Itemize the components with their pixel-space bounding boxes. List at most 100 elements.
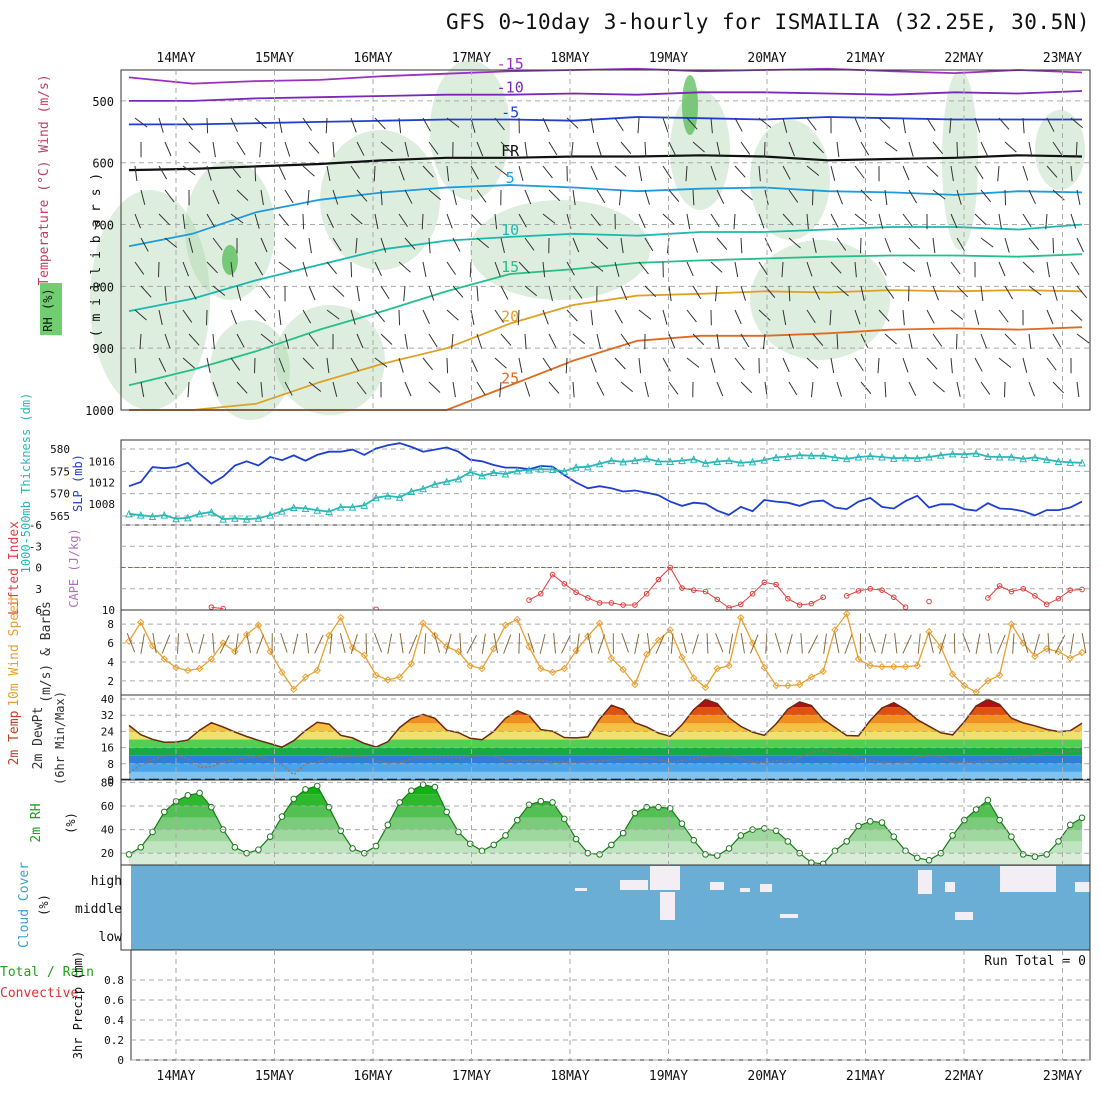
surface-wind-barb (518, 633, 521, 654)
wind-barb (950, 213, 958, 229)
wind-barb (662, 117, 669, 133)
wind-barb (692, 333, 705, 346)
date-label-top: 15MAY (255, 51, 294, 66)
wind-barb (164, 141, 172, 157)
wind-barb (1076, 285, 1088, 299)
wind-barb (638, 261, 649, 275)
wind-speed-marker (654, 636, 663, 644)
wind-barb (158, 165, 168, 180)
rh-shading (210, 320, 290, 420)
date-label-bottom: 20MAY (747, 1069, 786, 1084)
wind-barb (182, 117, 194, 131)
surface-wind-barb (503, 634, 512, 654)
wind-barb (644, 141, 647, 158)
wind-barb (1052, 285, 1058, 301)
wind-speed-marker (125, 637, 133, 645)
thickness-marker (195, 509, 204, 518)
surface-wind-barb (996, 634, 1006, 654)
surface-wind-barb (786, 633, 793, 654)
wind-barb (758, 357, 760, 374)
li-marker (643, 590, 650, 597)
rh-marker (772, 827, 780, 835)
wind-barb (302, 213, 305, 230)
surface-wind-barb (126, 633, 136, 653)
wind-barb (350, 117, 357, 133)
thickness-marker (160, 511, 169, 519)
wind-barb (260, 333, 274, 344)
wind-barb (956, 237, 966, 252)
wind-barb (758, 165, 761, 182)
wind-barb (572, 189, 576, 206)
rh-marker (784, 838, 792, 845)
li-marker (902, 604, 909, 610)
surface-wind-barb (807, 634, 818, 654)
wind-barb (692, 141, 705, 153)
rh-shading (670, 90, 730, 210)
li-tick-label: -6 (29, 519, 42, 532)
cloud-gap (1000, 866, 1056, 892)
wind-barb (134, 309, 147, 321)
thickness-marker (678, 456, 686, 465)
rh-marker (549, 799, 556, 806)
wind-barb (452, 237, 461, 252)
thickness-marker (937, 451, 945, 459)
wind-speed-marker (842, 610, 851, 618)
temp-contour-20 (129, 289, 1083, 411)
wind-barb (710, 261, 723, 273)
wind-barb (260, 189, 264, 206)
wind-barb (884, 237, 891, 253)
date-label-top: 16MAY (353, 51, 392, 66)
rh-marker (608, 841, 615, 849)
wind-barb (884, 381, 887, 398)
wind-barb (596, 237, 609, 250)
thickness-marker (901, 453, 910, 462)
wind-barb (932, 381, 945, 393)
wind-barb (302, 357, 314, 370)
wind-speed-marker (737, 613, 745, 622)
wind-barb (806, 117, 817, 131)
thickness-marker (560, 467, 569, 475)
wind-barb (1070, 357, 1072, 374)
temp-band (129, 731, 1082, 740)
slp-line (128, 442, 1083, 517)
wind-barb (158, 213, 170, 226)
wind-barb (782, 357, 790, 373)
wind-barb (566, 309, 578, 322)
wind-barb (134, 357, 137, 374)
thickness-marker (948, 449, 957, 458)
wind-barb (566, 261, 575, 276)
thickness-marker (913, 454, 922, 462)
wind-speed-marker (231, 647, 239, 656)
surface-wind-barb (493, 632, 499, 654)
cloud-gap (650, 866, 680, 890)
wind-barb (860, 141, 870, 156)
temp-tick-label: 32 (101, 709, 114, 722)
wind-barb (926, 309, 935, 324)
wind-barb (494, 213, 498, 230)
wind-barb (548, 333, 557, 348)
temp-contour-10 (128, 223, 1083, 312)
rh-axis-label: RH (%) (41, 288, 55, 331)
rh-marker (643, 803, 650, 811)
li-marker (820, 594, 826, 601)
wind-barb (614, 357, 626, 370)
wind-speed-marker (678, 653, 686, 661)
thickness-marker (536, 464, 545, 473)
wind-barb (758, 213, 765, 229)
surface-wind-barb (445, 634, 452, 654)
wind-barb (1028, 141, 1033, 158)
wind-speed-marker (595, 619, 604, 627)
wind-barb (404, 333, 408, 350)
rh-marker (1066, 821, 1074, 829)
thickness-marker (348, 502, 357, 511)
wind-speed-marker (337, 613, 345, 622)
rh-marker (878, 819, 886, 826)
wind-barb (836, 381, 842, 397)
wind-speed-marker (384, 676, 392, 684)
wind-barb (788, 333, 794, 349)
wind-barb (446, 261, 456, 275)
wind-barb (854, 357, 864, 372)
wind-barb (404, 237, 416, 250)
surface-wind-barb (459, 633, 462, 654)
wind-barb (548, 189, 561, 202)
